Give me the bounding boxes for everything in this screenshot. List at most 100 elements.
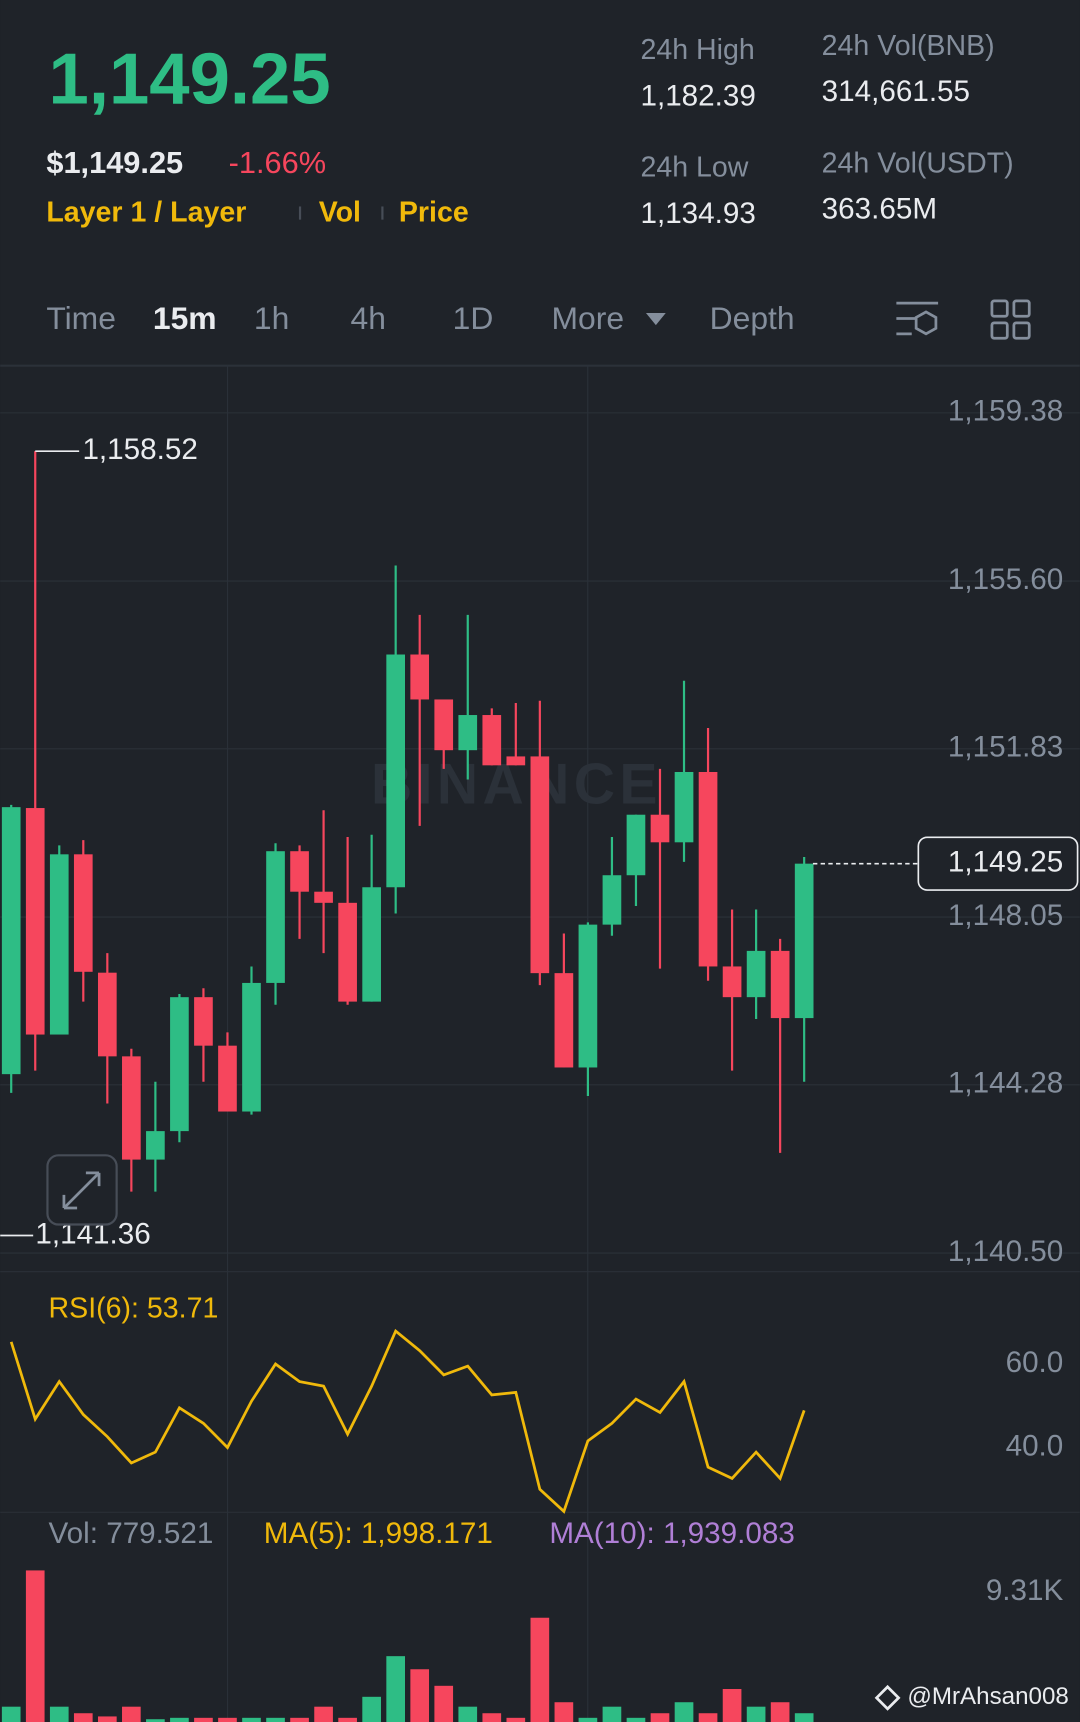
volume-bar [530, 1617, 550, 1722]
candle-body [674, 771, 694, 843]
volume-bar [122, 1706, 141, 1722]
stat-label: 24h Vol(BNB) [822, 30, 995, 62]
chart-layer: 1,159.38 1,155.60 1,151.83 1,148.05 1,144.28… [0, 395, 1080, 1722]
candle-body [49, 854, 69, 1035]
y-tick-label: 1,151.83 [948, 731, 1063, 764]
candle-body [122, 1056, 141, 1160]
last-price-box [917, 836, 1079, 891]
candle-body [25, 808, 45, 1035]
volume-bar [146, 1719, 165, 1722]
volume-bar [602, 1706, 622, 1722]
last-price: 1,149.25 [49, 39, 331, 120]
y-tick-label: 1,155.60 [948, 563, 1063, 596]
candle-body [746, 950, 766, 998]
volume-bar [794, 1713, 814, 1722]
last-price-label: 1,149.25 [948, 845, 1063, 878]
tab[interactable]: Depth [710, 300, 795, 336]
candle-body [554, 973, 574, 1068]
volume-bar [73, 1713, 93, 1722]
settings-icon[interactable] [896, 301, 939, 336]
ma-label: MA(5): 1,998.171 [264, 1517, 493, 1550]
y-tick-label: 1,159.38 [948, 395, 1063, 428]
volume-bar [386, 1656, 406, 1722]
volume-bar [722, 1689, 742, 1722]
volume-bar [506, 1717, 526, 1722]
volume-bar [170, 1717, 189, 1722]
volume-bar [746, 1706, 766, 1722]
candle-body [242, 982, 261, 1112]
y-tick-label: 60.0 [1006, 1346, 1064, 1379]
volume-bar [290, 1717, 309, 1722]
candle-body [698, 771, 718, 967]
separator [298, 206, 302, 220]
y-tick-label: 1,148.05 [948, 899, 1063, 932]
high-marker-label: 1,158.52 [82, 433, 197, 466]
ma-label: MA(10): 1,939.083 [549, 1517, 795, 1550]
tab[interactable]: Time [46, 300, 116, 336]
volume-bar [770, 1702, 790, 1722]
tab-active[interactable]: 15m [153, 300, 217, 336]
candle-body [218, 1045, 237, 1112]
volume-bar [266, 1717, 285, 1722]
volume-bar [314, 1706, 333, 1722]
dropdown-arrow[interactable] [645, 312, 666, 326]
candle-body [97, 972, 117, 1057]
candle-body [530, 756, 550, 974]
candle-body [290, 851, 309, 892]
candle-body [434, 699, 454, 751]
tab[interactable]: 1h [254, 300, 289, 336]
stat-value: 314,661.55 [822, 75, 970, 108]
volume-bar [650, 1713, 670, 1722]
candle-body [770, 950, 790, 1019]
volume-bar [97, 1716, 117, 1722]
tab[interactable]: 4h [351, 300, 386, 336]
stat-value: 1,134.93 [640, 197, 755, 230]
tab[interactable]: More [552, 300, 625, 336]
candle-body [194, 997, 213, 1046]
candle-body [794, 863, 814, 1019]
volume-bar [1, 1706, 21, 1722]
volume-bar [338, 1717, 357, 1722]
candle-body [650, 814, 670, 843]
candle-body [482, 715, 502, 766]
tab[interactable]: 1D [453, 300, 494, 336]
tag[interactable]: Vol [319, 197, 361, 229]
rsi-title: RSI(6): 53.71 [49, 1293, 219, 1325]
volume-bar [242, 1717, 261, 1722]
tag[interactable]: Layer 1 / Layer [46, 197, 246, 229]
volume-bar [458, 1706, 478, 1722]
stat-label: 24h High [640, 34, 754, 66]
candle-body [410, 654, 430, 700]
volume-bar [434, 1685, 454, 1722]
volume-bar [362, 1696, 381, 1722]
credit: @MrAhsan008 [907, 1683, 1069, 1710]
candle-body [73, 854, 93, 972]
y-tick-label: 40.0 [1006, 1429, 1064, 1462]
price-change: -1.66% [229, 145, 326, 180]
expand-icon[interactable] [62, 1171, 101, 1210]
candle-body [170, 997, 189, 1132]
volume-bar [554, 1702, 574, 1722]
vol-title: Vol: 779.521 [49, 1517, 214, 1550]
candle-body [1, 807, 21, 1075]
tag[interactable]: Price [399, 197, 469, 229]
candle-body [626, 814, 646, 876]
layout-icon[interactable] [990, 299, 1031, 340]
volume-bar [482, 1713, 502, 1722]
volume-bar [218, 1717, 237, 1722]
volume-bar [194, 1717, 213, 1722]
volume-bar [674, 1702, 694, 1722]
stat-label: 24h Vol(USDT) [822, 147, 1014, 179]
candle-body [458, 715, 478, 751]
y-tick-label: 9.31K [986, 1574, 1064, 1607]
volume-bar [578, 1717, 598, 1722]
separator [381, 206, 384, 220]
candle-body [338, 902, 357, 1002]
credit-icon [874, 1684, 901, 1711]
volume-bar [626, 1717, 646, 1722]
volume-bar [49, 1706, 69, 1722]
stat-value: 1,182.39 [640, 80, 755, 113]
candle-body [602, 875, 622, 925]
volume-bar [410, 1669, 430, 1722]
